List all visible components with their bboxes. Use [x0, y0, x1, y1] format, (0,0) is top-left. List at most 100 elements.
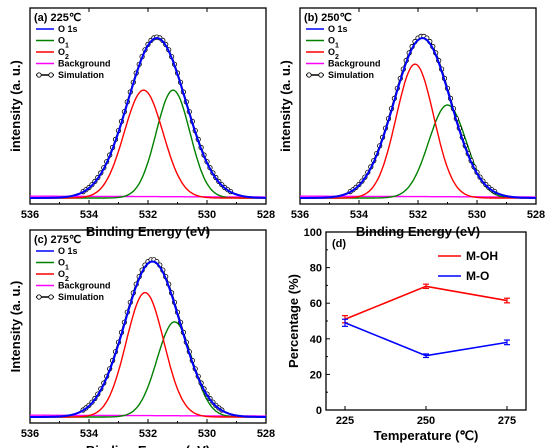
legend-marker	[36, 294, 42, 300]
legend-marker	[306, 72, 312, 78]
legend-entry-o-1s: O 1s	[36, 24, 78, 34]
legend-label: O 1s	[58, 24, 78, 34]
legend-marker	[318, 72, 324, 78]
legend-label: Background	[58, 59, 111, 69]
legend-label: O 1s	[58, 246, 78, 256]
x-tick-label: 536	[21, 428, 39, 440]
legend-entry-o1: O1	[36, 258, 69, 272]
y-tick-label: 80	[310, 263, 322, 275]
series-o2-line	[30, 291, 266, 418]
x-axis-title: Temperature (℃)	[374, 428, 479, 443]
legend-entry-o-1s: O 1s	[36, 246, 78, 256]
x-tick-label: 528	[257, 209, 275, 221]
legend-entry-background: Background	[306, 59, 381, 69]
plot-frame	[29, 229, 267, 424]
legend-entry-o2: O2	[306, 47, 339, 61]
legend-entry-o1: O1	[306, 36, 339, 50]
x-tick-label: 275	[498, 415, 516, 427]
series-line	[344, 322, 508, 357]
legend: M-OH M-O	[438, 249, 498, 283]
legend-marker	[48, 294, 54, 300]
legend-entry-simulation: Simulation	[36, 292, 104, 302]
x-tick-label: 532	[409, 209, 427, 221]
x-tick-label: 528	[257, 428, 275, 440]
x-tick-label: 250	[417, 415, 435, 427]
legend-label: O2	[328, 47, 339, 61]
panel-label: (b) 250℃	[304, 12, 352, 24]
series-o-1s-line	[30, 36, 266, 199]
legend-label: Background	[328, 59, 381, 69]
x-tick-label: 532	[139, 428, 157, 440]
x-axis-title: Binding Energy (eV)	[86, 443, 210, 448]
legend-entry-o2: O2	[36, 47, 69, 61]
legend-entry-o2: O2	[36, 269, 69, 283]
x-tick-label: 534	[80, 428, 99, 440]
y-axis-title: intensity (a. u.)	[8, 60, 23, 152]
legend-label: O 1s	[328, 24, 348, 34]
panel-label: (a) 225℃	[34, 12, 81, 24]
legend-label: Background	[58, 281, 111, 291]
y-tick-label: 0	[316, 405, 322, 417]
x-tick-label: 536	[291, 209, 309, 221]
series-o1-line	[300, 104, 536, 199]
legend-entry-o1: O1	[36, 36, 69, 50]
x-tick-label: 530	[468, 209, 486, 221]
legend-marker	[36, 72, 42, 78]
x-tick-label: 225	[336, 415, 354, 427]
plot-area	[30, 34, 266, 199]
legend-label: Simulation	[328, 70, 374, 80]
legend-label: Simulation	[58, 70, 104, 80]
legend-marker	[48, 72, 54, 78]
y-axis-title: Intensity (a. u.)	[8, 281, 23, 373]
legend-entry-simulation: Simulation	[36, 70, 104, 80]
legend-entry-background: Background	[36, 59, 111, 69]
series-o2-line	[300, 63, 536, 199]
legend-label: M-OH	[466, 249, 498, 263]
legend-label: Simulation	[58, 292, 104, 302]
x-tick-label: 528	[527, 209, 545, 221]
x-tick-label: 536	[21, 209, 39, 221]
series-o2-line	[30, 89, 266, 199]
percentage-panel: 0 20 40 60 80 100 225 250 275 Temperature (℃) Perc…	[286, 227, 527, 443]
series-o-1s-line	[30, 260, 266, 418]
legend-entry-m-oh: M-OH	[438, 249, 498, 263]
x-tick-label: 530	[198, 209, 216, 221]
series-o-1s-line	[300, 36, 536, 199]
x-tick-label: 534	[80, 209, 99, 221]
y-tick-label: 20	[310, 369, 322, 381]
x-tick-label: 530	[198, 428, 216, 440]
x-tick-label: 532	[139, 209, 157, 221]
series-o1-line	[30, 89, 266, 199]
legend-label: M-O	[466, 269, 489, 283]
series-o1-line	[30, 321, 266, 418]
y-tick-label: 40	[310, 334, 322, 346]
legend-label: O2	[58, 47, 69, 61]
plot-area	[30, 257, 266, 418]
y-tick-label: 100	[304, 227, 322, 239]
xps-panel-3: 536 534 532 530 528 Binding Energy (eV) Intens…	[8, 229, 275, 448]
legend-entry-background: Background	[36, 281, 111, 291]
legend-label: O1	[58, 36, 69, 50]
panel-label: (c) 275℃	[34, 234, 81, 246]
legend-entry-simulation: Simulation	[306, 70, 374, 80]
x-tick-label: 534	[350, 209, 369, 221]
series-m-oh	[342, 283, 510, 324]
y-axis-title: Percentage (%)	[286, 274, 301, 368]
legend-entry-o-1s: O 1s	[306, 24, 348, 34]
y-axis-title: intensity (a. u.)	[278, 60, 293, 152]
series-line	[344, 285, 508, 320]
legend-label: O2	[58, 269, 69, 283]
legend-entry-m-o: M-O	[438, 269, 489, 283]
legend-label: O1	[328, 36, 339, 50]
legend-label: O1	[58, 258, 69, 272]
series-m-o	[342, 318, 510, 359]
y-tick-label: 60	[310, 298, 322, 310]
plot-area	[300, 33, 536, 199]
plot-frame	[29, 7, 267, 205]
